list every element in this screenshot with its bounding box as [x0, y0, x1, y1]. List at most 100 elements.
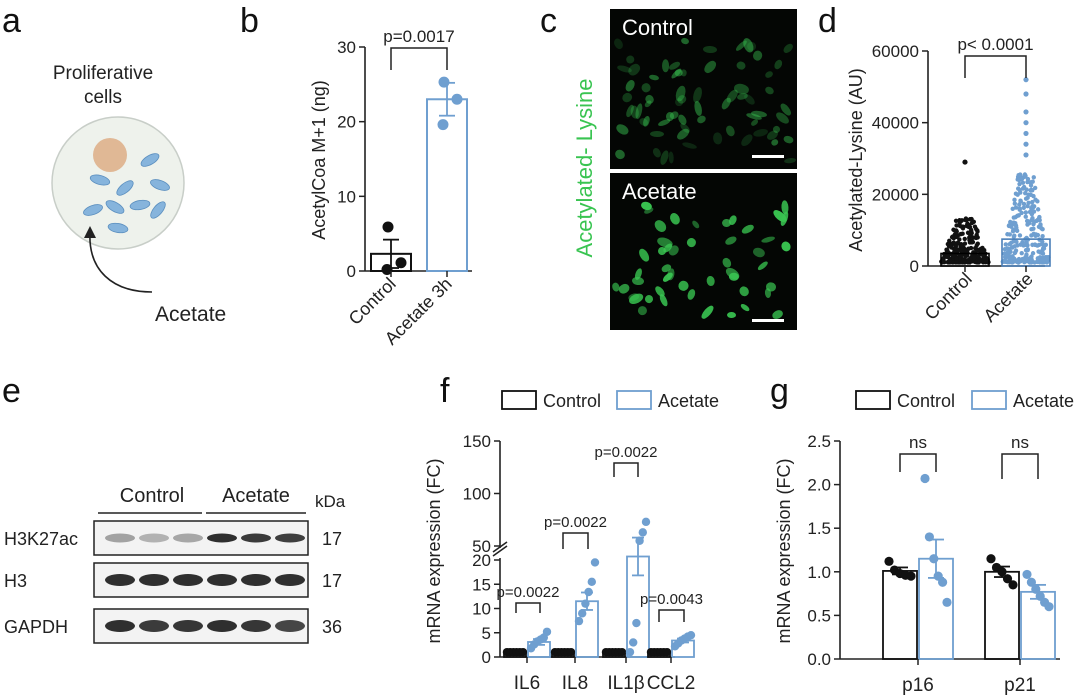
data-point	[1010, 228, 1016, 234]
data-point	[1016, 260, 1021, 265]
data-point	[635, 536, 644, 545]
nucleus-spot	[680, 68, 687, 77]
data-point	[1003, 253, 1009, 258]
data-point	[973, 235, 979, 241]
data-point	[959, 218, 964, 224]
data-point	[980, 248, 985, 254]
y-tick-label: 0	[347, 262, 356, 281]
nucleus-spot	[691, 86, 704, 104]
data-point	[953, 243, 959, 249]
data-point	[632, 618, 641, 628]
x-tick-label: p16	[902, 675, 934, 696]
data-point	[629, 638, 638, 647]
blot-band	[275, 533, 305, 543]
nucleus-spot	[674, 98, 683, 107]
nucleus-spot	[619, 91, 634, 105]
data-point	[1040, 242, 1045, 247]
y-tick-label: 0.5	[807, 606, 831, 625]
data-point	[1031, 584, 1041, 594]
data-point	[1024, 258, 1030, 264]
x-tick-label: Acetate	[980, 269, 1037, 326]
microscopy-control-image: Control	[610, 9, 797, 169]
panel-letter-b: b	[240, 2, 259, 40]
mitochondrion-icon	[83, 204, 103, 216]
data-point	[1018, 198, 1023, 203]
data-point	[625, 647, 635, 657]
data-point	[966, 224, 971, 230]
data-point	[1037, 218, 1042, 223]
blot-band	[105, 533, 135, 543]
data-point	[1023, 130, 1029, 137]
significance-bracket	[562, 532, 589, 549]
data-point	[952, 228, 958, 233]
data-point	[1023, 120, 1029, 126]
blot-band	[173, 574, 203, 586]
nucleus-spot	[644, 294, 655, 305]
data-point	[1002, 258, 1008, 263]
data-point	[1025, 219, 1031, 224]
blot-strip	[93, 520, 309, 556]
data-point	[1006, 223, 1012, 229]
panel-letter-d: d	[818, 2, 837, 40]
data-point	[686, 630, 696, 640]
nucleus-spot	[729, 272, 740, 282]
data-point	[1017, 206, 1022, 211]
mitochondrion-icon	[107, 222, 129, 234]
data-point	[1023, 173, 1028, 178]
data-point	[1030, 251, 1036, 256]
data-point	[1018, 242, 1023, 247]
data-point	[972, 224, 978, 229]
data-point	[1040, 257, 1045, 263]
data-point	[566, 647, 576, 657]
y-tick-label: 20	[337, 113, 356, 132]
data-point	[662, 647, 672, 657]
significance-bracket	[658, 609, 685, 622]
nucleus-spot	[764, 85, 776, 96]
nucleus-spot	[765, 281, 777, 292]
data-point	[1007, 242, 1012, 247]
axis-break-mark	[492, 545, 508, 557]
data-point	[1023, 214, 1028, 219]
data-point	[954, 234, 959, 240]
nucleus-spot	[727, 312, 737, 319]
data-point	[1009, 255, 1014, 260]
data-point	[954, 256, 959, 261]
data-point	[1026, 577, 1036, 587]
mitochondrion-icon	[116, 180, 134, 196]
blot-row-label: H3K27ac	[4, 529, 78, 549]
significance-label: p=0.0022	[497, 584, 560, 601]
legend-label: Control	[543, 391, 601, 411]
acetate-arrow-icon	[89, 231, 153, 293]
legend-label: Acetate	[1013, 391, 1074, 411]
data-point	[1023, 109, 1029, 115]
nucleus-spot	[693, 100, 704, 117]
blot-kda-value: 17	[322, 571, 342, 591]
data-point	[959, 243, 964, 248]
legend-label: Acetate	[658, 391, 719, 411]
data-point	[968, 255, 974, 261]
data-point	[1014, 225, 1019, 230]
data-point	[962, 259, 967, 265]
nucleus-spot	[781, 42, 795, 55]
blot-kda-value: 17	[322, 529, 342, 549]
nucleus-spot	[614, 121, 631, 136]
x-tick-label: Control	[921, 269, 976, 324]
significance-label: p=0.0022	[595, 444, 658, 461]
data-point	[1003, 242, 1008, 247]
nucleus-spot	[784, 157, 797, 165]
y-tick-label: 40000	[872, 114, 919, 133]
data-point	[587, 577, 596, 587]
data-point	[1023, 141, 1029, 147]
nucleus-spot	[613, 147, 627, 162]
significance-label: p=0.0043	[640, 591, 703, 608]
nucleus-spot	[636, 304, 649, 318]
x-tick-label: IL8	[562, 673, 588, 694]
data-point	[969, 230, 974, 236]
panel-d-chart: 0 20000 40000 60000 Acetylated-Lysine (AU) Co…	[846, 35, 1051, 326]
data-point	[1017, 202, 1022, 207]
data-point	[974, 247, 980, 252]
panel-letter-a: a	[2, 2, 21, 40]
significance-bracket	[515, 602, 541, 613]
nucleus-spot	[681, 140, 697, 150]
